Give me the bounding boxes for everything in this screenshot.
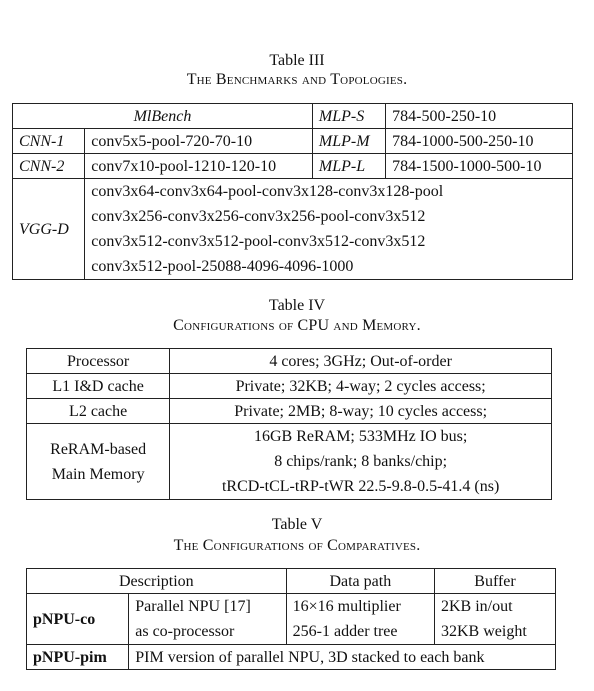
cnn1-topology: conv5x5-pool-720-70-10 xyxy=(84,128,313,154)
l1-cache-label: L1 I&D cache xyxy=(25,373,171,399)
buffer-header: Buffer xyxy=(434,568,556,594)
datapath-header: Data path xyxy=(285,568,436,594)
pnpu-co-datapath-line: 16×16 multiplier xyxy=(292,598,401,615)
table5-caption-label: Table V xyxy=(271,516,323,533)
pnpu-co-buffer-line: 2KB in/out xyxy=(441,598,513,615)
mlp-s-name: MLP-S xyxy=(311,103,387,129)
pnpu-co-datapath: 16×16 multiplier 256-1 adder tree xyxy=(285,593,436,645)
memory-label: ReRAM-based Main Memory xyxy=(25,423,171,500)
vgg-name: VGG-D xyxy=(11,178,86,280)
pnpu-co-description: Parallel NPU [17] as co-processor xyxy=(128,593,287,645)
memory-value-line: tRCD-tCL-tRP-tWR 22.5-9.8-0.5-41.4 (ns) xyxy=(221,478,500,495)
memory-label-line: Main Memory xyxy=(51,465,145,483)
pnpu-co-datapath-line: 256-1 adder tree xyxy=(292,623,398,640)
pnpu-pim-name: pNPU-pim xyxy=(25,644,130,670)
memory-label-line: ReRAM-based xyxy=(50,440,147,458)
benchmarks-table: MlBench MLP-S 784-500-250-10 CNN-1 conv5… xyxy=(11,103,573,280)
mlbench-header: MlBench xyxy=(12,103,313,129)
table5-caption-title: The Configurations of Comparatives. xyxy=(173,537,421,554)
vgg-line: conv3x512-conv3x512-pool-conv3x512-conv3… xyxy=(91,233,426,250)
cnn2-topology: conv7x10-pool-1210-120-10 xyxy=(84,153,313,179)
memory-value-line: 8 chips/rank; 8 banks/chip; xyxy=(274,453,448,470)
processor-value: 4 cores; 3GHz; Out-of-order xyxy=(169,348,552,374)
mlp-m-name: MLP-M xyxy=(311,128,387,154)
cnn1-name: CNN-1 xyxy=(11,128,86,154)
pnpu-co-desc-line: as co-processor xyxy=(135,623,235,640)
pnpu-pim-description: PIM version of parallel NPU, 3D stacked … xyxy=(128,644,556,670)
table4-caption-label: Table IV xyxy=(268,297,326,314)
memory-value-line: 16GB ReRAM; 533MHz IO bus; xyxy=(253,428,468,445)
l1-cache-value: Private; 32KB; 4-way; 2 cycles access; xyxy=(169,373,552,399)
vgg-line: conv3x64-conv3x64-pool-conv3x128-conv3x1… xyxy=(91,183,444,200)
vgg-line: conv3x256-conv3x256-conv3x256-pool-conv3… xyxy=(91,208,426,225)
mlp-l-name: MLP-L xyxy=(311,153,387,179)
description-header: Description xyxy=(26,568,287,594)
cpu-memory-table: Processor 4 cores; 3GHz; Out-of-order L1… xyxy=(25,348,552,500)
vgg-line: conv3x512-pool-25088-4096-4096-1000 xyxy=(91,258,354,275)
comparatives-table: Description Data path Buffer pNPU-co Par… xyxy=(25,568,556,670)
mlp-s-topology: 784-500-250-10 xyxy=(385,103,573,129)
mlp-l-topology: 784-1500-1000-500-10 xyxy=(385,153,573,179)
table3-caption-label: Table III xyxy=(269,52,325,69)
cnn2-name: CNN-2 xyxy=(11,153,86,179)
mlp-m-topology: 784-1000-500-250-10 xyxy=(385,128,573,154)
pnpu-co-desc-line: Parallel NPU [17] xyxy=(135,598,251,615)
processor-label: Processor xyxy=(25,348,171,374)
pnpu-co-name: pNPU-co xyxy=(25,593,130,645)
l2-cache-label: L2 cache xyxy=(25,398,171,424)
table3-caption-title: The Benchmarks and Topologies. xyxy=(186,71,408,88)
vgg-topology: conv3x64-conv3x64-pool-conv3x128-conv3x1… xyxy=(84,178,573,280)
pnpu-co-buffer: 2KB in/out 32KB weight xyxy=(434,593,556,645)
table4-caption-title: Configurations of CPU and Memory. xyxy=(173,317,421,334)
l2-cache-value: Private; 2MB; 8-way; 10 cycles access; xyxy=(169,398,552,424)
memory-value: 16GB ReRAM; 533MHz IO bus; 8 chips/rank;… xyxy=(169,423,552,500)
pnpu-co-buffer-line: 32KB weight xyxy=(441,623,527,640)
